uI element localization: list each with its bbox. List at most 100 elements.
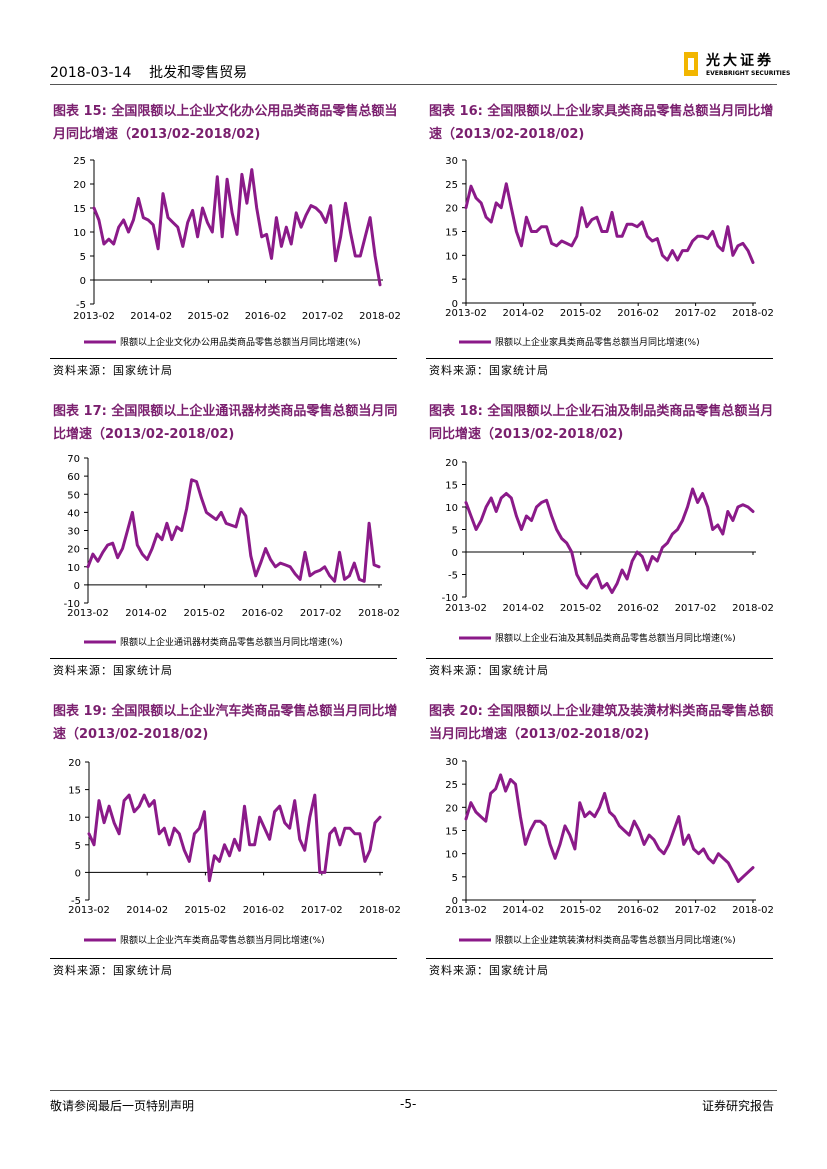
y-tick-label: 5 xyxy=(452,275,458,286)
x-tick-label: 2016-02 xyxy=(243,905,285,916)
x-tick-label: 2016-02 xyxy=(617,905,659,916)
data-series-line xyxy=(464,182,755,264)
figure-19-title: 图表 19: 全国限额以上企业汽车类商品零售总额当月同比增速（2013/02-2… xyxy=(53,704,398,742)
data-series-line xyxy=(464,773,755,883)
y-tick-label: 20 xyxy=(445,204,458,215)
x-tick-label: 2016-02 xyxy=(245,311,287,322)
y-tick-label: 70 xyxy=(67,454,80,465)
y-tick-label: 20 xyxy=(445,458,458,469)
footer-divider xyxy=(50,1090,777,1091)
y-tick-label: 15 xyxy=(445,228,458,239)
y-tick-label: 0 xyxy=(452,896,458,907)
x-tick-label: 2015-02 xyxy=(185,905,227,916)
logo-english-name: EVERBRIGHT SECURITIES xyxy=(706,70,791,77)
y-tick-label: 15 xyxy=(68,786,81,797)
y-tick-label: 30 xyxy=(445,757,458,768)
footer-disclaimer: 敬请参阅最后一页特别声明 xyxy=(50,1099,195,1113)
logo-chinese-name: 光大证券 xyxy=(706,53,774,69)
y-tick-label: 25 xyxy=(445,180,458,191)
y-tick-label: 25 xyxy=(445,780,458,791)
y-tick-label: 0 xyxy=(452,299,458,310)
y-tick-label: 10 xyxy=(67,563,80,574)
legend-label: 限额以上企业通讯器材类商品零售总额当月同比增速(%) xyxy=(120,636,343,648)
x-tick-label: 2013-02 xyxy=(73,311,115,322)
y-tick-label: 25 xyxy=(73,156,86,167)
y-tick-label: 10 xyxy=(73,228,86,239)
x-tick-label: 2017-02 xyxy=(675,905,717,916)
x-tick-label: 2014-02 xyxy=(126,905,168,916)
x-tick-label: 2014-02 xyxy=(130,311,172,322)
x-tick-label: 2013-02 xyxy=(445,308,487,319)
x-tick-label: 2018-02 xyxy=(358,608,400,619)
x-tick-label: 2016-02 xyxy=(617,308,659,319)
x-tick-label: 2015-02 xyxy=(560,308,602,319)
legend-label: 限额以上企业汽车类商品零售总额当月同比增速(%) xyxy=(120,934,325,946)
y-tick-label: 5 xyxy=(80,252,86,263)
figure-15-title: 图表 15: 全国限额以上企业文化办公用品类商品零售总额当月同比增速（2013/… xyxy=(53,104,398,142)
x-tick-label: 2014-02 xyxy=(503,905,545,916)
x-tick-label: 2013-02 xyxy=(445,603,487,614)
y-tick-label: 20 xyxy=(67,545,80,556)
y-tick-label: 15 xyxy=(445,481,458,492)
y-tick-label: 60 xyxy=(67,472,80,483)
x-tick-label: 2017-02 xyxy=(300,608,342,619)
y-tick-label: 5 xyxy=(75,841,81,852)
figure-19-source: 资料来源：国家统计局 xyxy=(53,964,173,977)
figure-15-separator xyxy=(50,358,397,359)
x-tick-label: 2015-02 xyxy=(560,603,602,614)
data-series-line xyxy=(86,478,381,583)
legend-label: 限额以上企业文化办公用品类商品零售总额当月同比增速(%) xyxy=(120,336,361,348)
y-tick-label: 15 xyxy=(73,204,86,215)
x-tick-label: 2014-02 xyxy=(125,608,167,619)
figure-20-title: 图表 20: 全国限额以上企业建筑及装潢材料类商品零售总额当月同比增速（2013… xyxy=(429,704,774,742)
y-tick-label: 0 xyxy=(75,868,81,879)
y-tick-label: -5 xyxy=(76,300,86,311)
y-tick-label: 15 xyxy=(445,827,458,838)
figure-18-separator xyxy=(426,658,773,659)
x-tick-label: 2013-02 xyxy=(67,608,109,619)
x-tick-label: 2015-02 xyxy=(188,311,230,322)
company-logo: 光大证券 EVERBRIGHT SECURITIES xyxy=(684,52,790,82)
figure-16-separator xyxy=(426,358,773,359)
y-tick-label: 0 xyxy=(80,276,86,287)
x-tick-label: 2015-02 xyxy=(560,905,602,916)
x-tick-label: 2014-02 xyxy=(503,603,545,614)
x-tick-label: 2018-02 xyxy=(732,603,774,614)
data-series-line xyxy=(87,793,382,883)
figure-17-title: 图表 17: 全国限额以上企业通讯器材类商品零售总额当月同比增速（2013/02… xyxy=(53,404,398,442)
x-tick-label: 2017-02 xyxy=(675,308,717,319)
y-tick-label: 30 xyxy=(445,156,458,167)
x-tick-label: 2014-02 xyxy=(503,308,545,319)
y-tick-label: 0 xyxy=(452,548,458,559)
y-tick-label: 10 xyxy=(445,251,458,262)
x-tick-label: 2016-02 xyxy=(617,603,659,614)
y-tick-label: -10 xyxy=(64,599,80,610)
figure-15-source: 资料来源：国家统计局 xyxy=(53,364,173,377)
x-tick-label: 2017-02 xyxy=(301,905,343,916)
y-tick-label: -5 xyxy=(71,896,81,907)
legend-label: 限额以上企业建筑装潢材料类商品零售总额当月同比增速(%) xyxy=(495,934,736,946)
y-tick-label: -10 xyxy=(442,593,458,604)
y-tick-label: 20 xyxy=(445,803,458,814)
x-tick-label: 2013-02 xyxy=(68,905,110,916)
figure-16-source: 资料来源：国家统计局 xyxy=(429,364,549,377)
x-tick-label: 2015-02 xyxy=(184,608,226,619)
figure-19-separator xyxy=(50,958,397,959)
header-date-section: 2018-03-14 批发和零售贸易 xyxy=(50,65,248,81)
data-series-line xyxy=(92,168,382,287)
y-tick-label: 10 xyxy=(68,813,81,824)
y-tick-label: 20 xyxy=(73,180,86,191)
footer-report-type: 证券研究报告 xyxy=(702,1099,775,1113)
y-tick-label: 0 xyxy=(74,581,80,592)
logo-mark-icon xyxy=(684,52,698,76)
data-series-line xyxy=(464,487,755,594)
x-tick-label: 2016-02 xyxy=(242,608,284,619)
y-tick-label: 50 xyxy=(67,490,80,501)
y-tick-label: 10 xyxy=(445,503,458,514)
y-tick-label: 40 xyxy=(67,508,80,519)
x-tick-label: 2018-02 xyxy=(359,905,400,916)
